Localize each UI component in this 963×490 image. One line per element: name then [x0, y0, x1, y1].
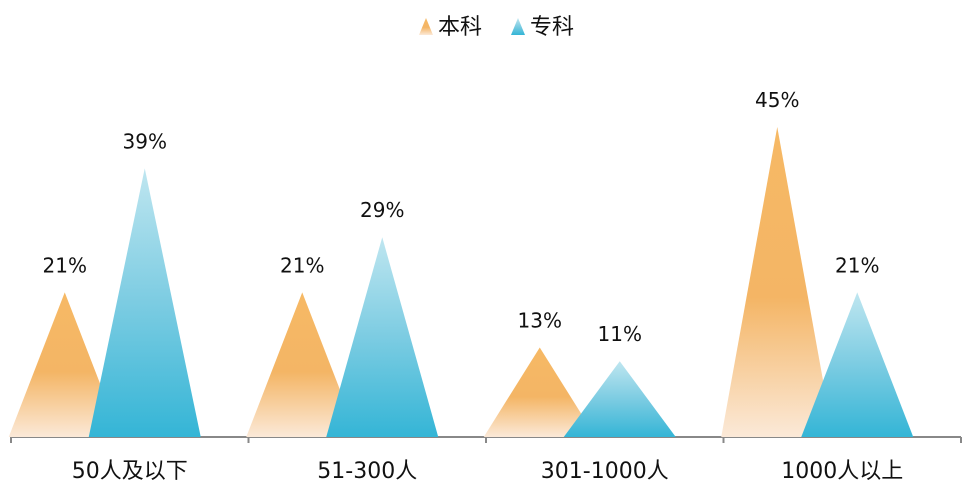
data-labels: 21% 39% 21% 29% 13% 11% 45% 21% — [43, 88, 880, 346]
x-axis-ticks — [10, 437, 962, 443]
plot-area — [8, 127, 914, 438]
data-label-series-0-3: 45% — [755, 88, 799, 112]
legend-label-series-1: 专科 — [530, 15, 574, 40]
x-tick-label-1: 51-300人 — [317, 459, 417, 484]
bar-series-1-2 — [563, 361, 676, 437]
bar-series-1-0 — [88, 168, 201, 438]
bar-series-0-3 — [721, 127, 834, 437]
legend: 本科 专科 — [419, 15, 574, 40]
legend-label-series-0: 本科 — [438, 15, 482, 40]
data-label-series-1-0: 39% — [123, 129, 167, 153]
legend-marker-series-0 — [419, 18, 433, 35]
legend-marker-series-1 — [511, 18, 525, 35]
bar-series-0-0 — [8, 292, 121, 437]
x-tick-label-2: 301-1000人 — [541, 459, 669, 484]
data-label-series-0-1: 21% — [280, 253, 324, 277]
x-tick-label-0: 50人及以下 — [72, 459, 188, 484]
x-tick-label-3: 1000人以上 — [781, 459, 903, 484]
data-label-series-1-3: 21% — [835, 253, 879, 277]
bar-series-0-1 — [246, 292, 359, 437]
bar-series-1-1 — [326, 237, 439, 437]
data-label-series-0-2: 13% — [518, 308, 562, 332]
data-label-series-0-0: 21% — [43, 253, 87, 277]
x-axis-tick-labels: 50人及以下 51-300人 301-1000人 1000人以上 — [72, 459, 904, 484]
data-label-series-1-1: 29% — [360, 198, 404, 222]
bar-series-1-3 — [801, 292, 914, 437]
data-label-series-1-2: 11% — [598, 322, 642, 346]
bar-series-0-2 — [483, 347, 596, 437]
